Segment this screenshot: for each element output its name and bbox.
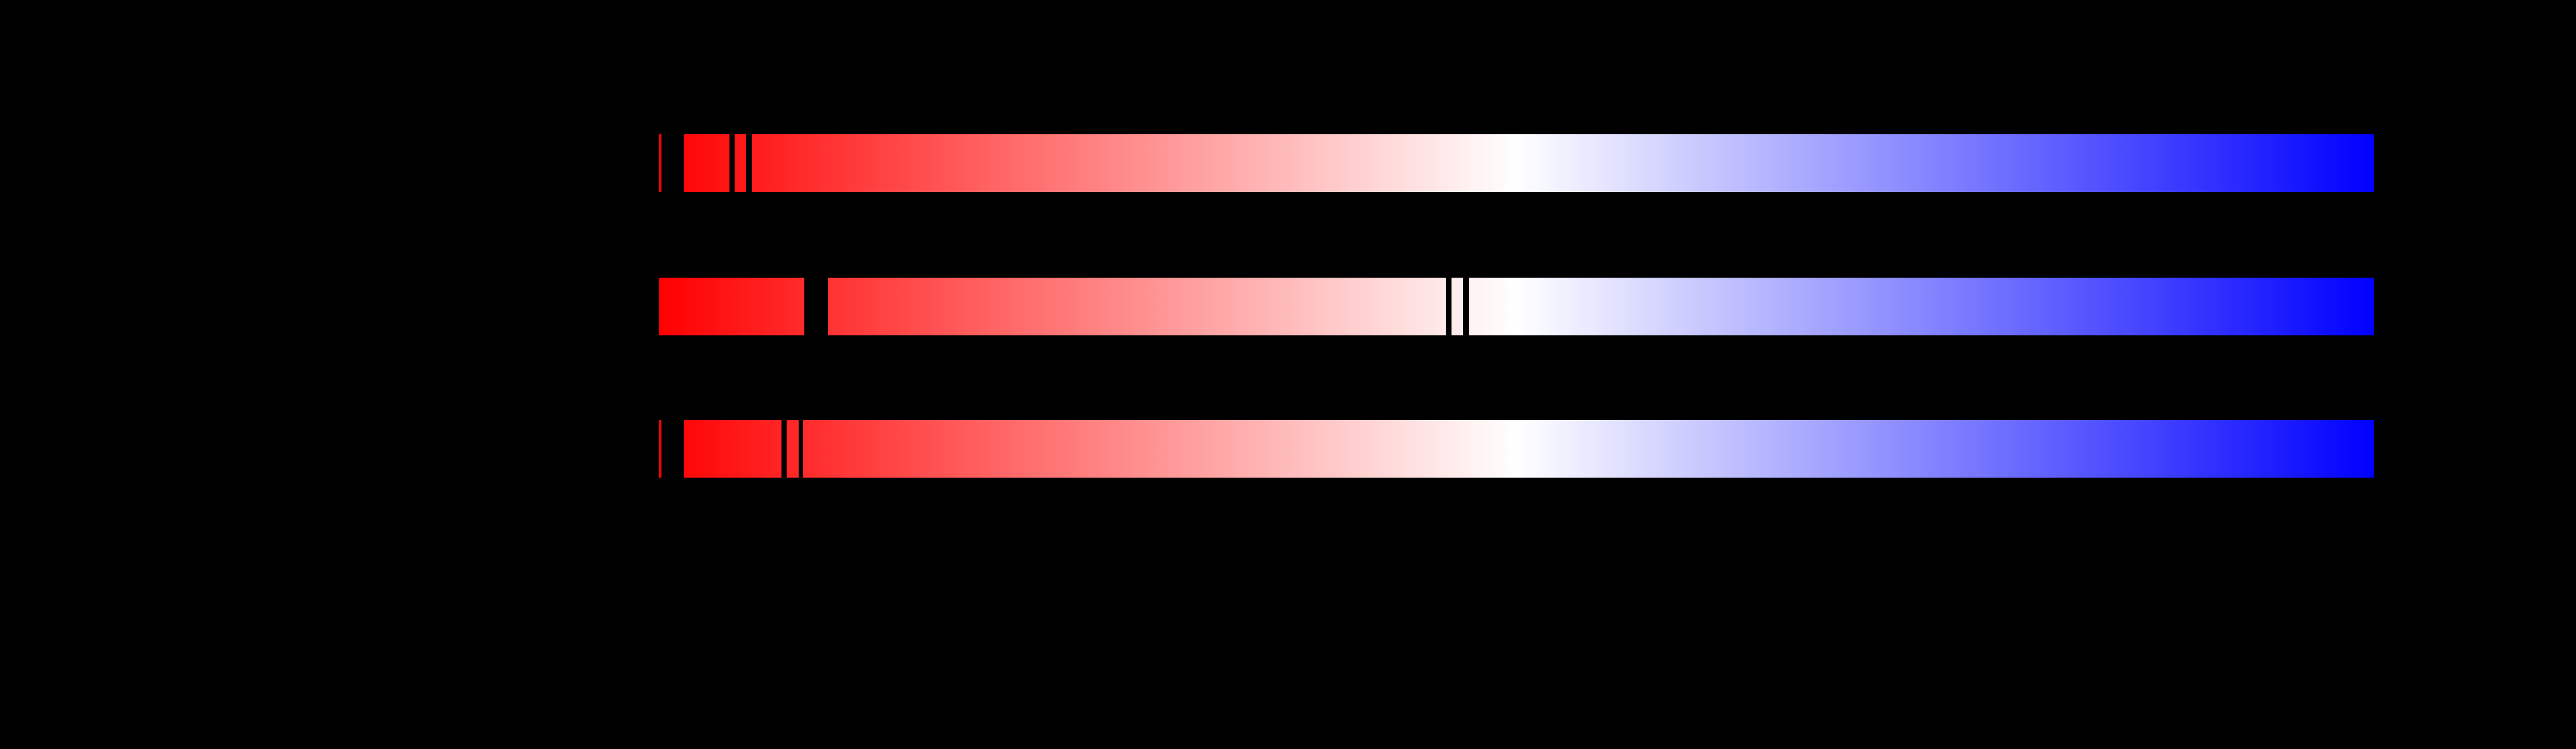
tick-mark: [746, 134, 752, 192]
tick-mark: [799, 420, 803, 478]
gradient-bar-3: [659, 420, 2374, 478]
gradient-bar-1: [659, 134, 2374, 192]
tick-mark: [804, 278, 828, 335]
tick-mark: [1463, 278, 1469, 335]
tick-mark: [1446, 278, 1452, 335]
tick-mark: [661, 420, 684, 478]
tick-mark: [729, 134, 735, 192]
gradient-bar-2: [659, 278, 2374, 335]
tick-mark: [661, 134, 684, 192]
tick-mark: [781, 420, 787, 478]
